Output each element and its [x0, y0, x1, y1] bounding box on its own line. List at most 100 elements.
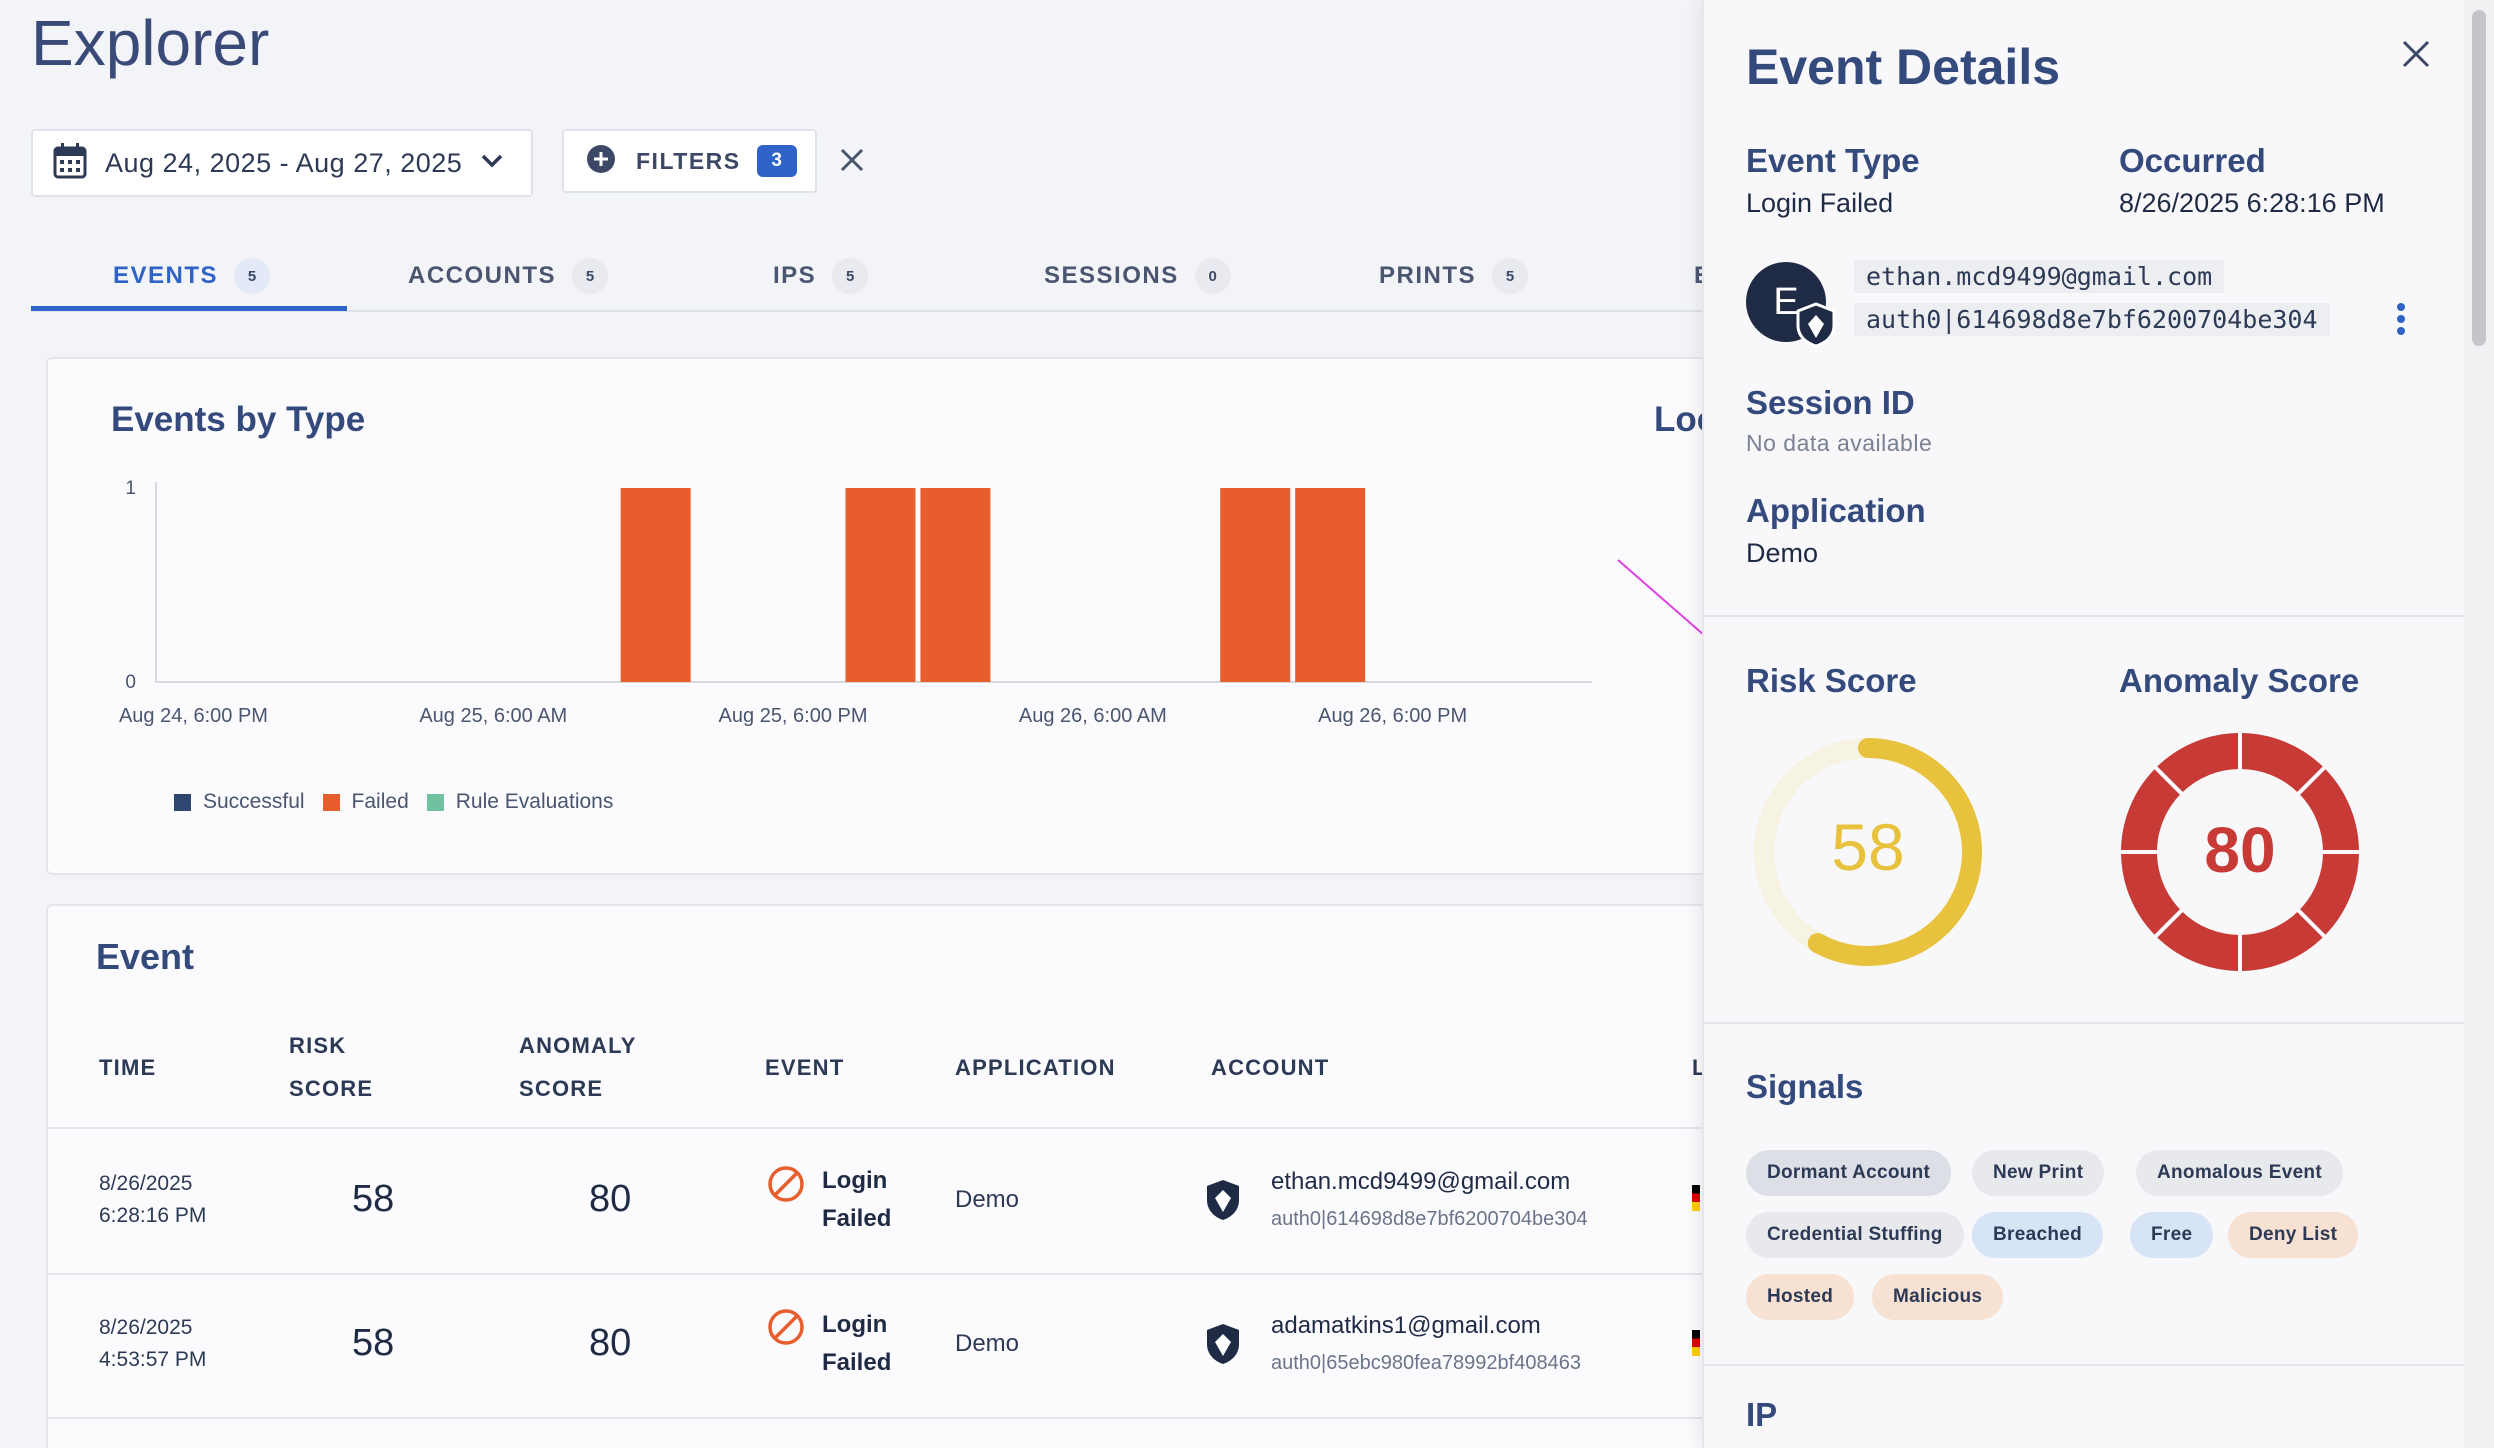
column-header-anomaly-score[interactable]: ANOMALY SCORE	[519, 1024, 637, 1110]
tab-label: E	[1694, 262, 1702, 290]
account-email[interactable]: ethan.mcd9499@gmail.com	[1271, 1168, 1571, 1195]
occurred-label: Occurred	[2119, 142, 2266, 179]
x-tick-label: Aug 26, 6:00 AM	[1019, 705, 1167, 727]
legend-item-successful[interactable]: Successful	[174, 790, 305, 814]
tab-count: 5	[234, 258, 271, 294]
anomaly-score-label: Anomaly Score	[2119, 662, 2360, 699]
event-cell: Login Failed	[822, 1162, 891, 1238]
x-tick-label: Aug 25, 6:00 AM	[419, 705, 567, 727]
event-line: Failed	[822, 1205, 892, 1232]
tab-more[interactable]: E	[1694, 240, 1702, 312]
header-line: ANOMALY	[519, 1033, 637, 1058]
active-tab-indicator	[31, 306, 347, 311]
x-tick-label: Aug 26, 6:00 PM	[1318, 705, 1467, 727]
bar-failed	[845, 488, 916, 682]
tab-count: 5	[1492, 258, 1529, 294]
signal-chip[interactable]: Malicious	[1872, 1274, 2004, 1320]
legend-label: Failed	[351, 790, 409, 813]
signal-chip[interactable]: Breached	[1972, 1212, 2103, 1258]
tab-sessions[interactable]: SESSIONS 0	[1044, 240, 1231, 312]
tab-ips[interactable]: IPS 5	[773, 240, 869, 312]
risk-score-cell: 58	[352, 1322, 395, 1364]
page-title: Explorer	[31, 7, 270, 79]
panel-title: Event Details	[1746, 39, 2061, 95]
signals-label: Signals	[1746, 1068, 1864, 1105]
row-divider	[46, 1127, 1702, 1129]
legend-item-rule-evaluations[interactable]: Rule Evaluations	[426, 790, 614, 814]
column-header-location[interactable]: L	[1692, 1055, 1702, 1080]
date-range-picker[interactable]: Aug 24, 2025 - Aug 27, 2025	[31, 129, 533, 197]
account-id: auth0|614698d8e7bf6200704be304	[1271, 1208, 1588, 1230]
bar-failed	[1295, 488, 1366, 682]
blocked-icon	[767, 1165, 805, 1208]
account-email[interactable]: adamatkins1@gmail.com	[1271, 1312, 1541, 1339]
column-header-event[interactable]: EVENT	[765, 1055, 845, 1080]
anomaly-score-cell: 80	[589, 1178, 632, 1220]
application-value: Demo	[1746, 538, 1819, 568]
y-tick-label: 1	[125, 478, 136, 499]
risk-score-label: Risk Score	[1746, 662, 1917, 699]
row-date: 8/26/2025	[99, 1316, 193, 1339]
filters-label: FILTERS	[636, 147, 741, 174]
tab-count: 5	[572, 258, 608, 294]
signal-chip[interactable]: Dormant Account	[1746, 1150, 1952, 1196]
event-line: Failed	[822, 1349, 892, 1376]
close-icon[interactable]	[2400, 38, 2432, 75]
legend-item-failed[interactable]: Failed	[322, 790, 409, 814]
x-tick-label: Aug 25, 6:00 PM	[719, 705, 868, 727]
tab-prints[interactable]: PRINTS 5	[1379, 240, 1529, 312]
clear-filters-icon[interactable]	[838, 146, 866, 179]
header-line: RISK	[289, 1033, 347, 1058]
event-details-panel: Event Details Event Type Login Failed Oc…	[1702, 0, 2464, 1448]
events-by-type-chart: 0 1 Aug 24, 6:00 PM Aug 25, 6:00 AM Aug 25, …	[119, 478, 1592, 727]
signal-chip[interactable]: Credential Stuffing	[1746, 1212, 1964, 1258]
risk-score-arc	[1754, 738, 1982, 966]
risk-score-value: 58	[1831, 810, 1904, 884]
account-id[interactable]: auth0|614698d8e7bf6200704be304	[1854, 303, 2330, 336]
column-header-application[interactable]: APPLICATION	[955, 1055, 1116, 1080]
ip-label: IP	[1746, 1396, 1778, 1433]
legend-swatch	[426, 793, 444, 811]
signal-chip[interactable]: Anomalous Event	[2136, 1150, 2343, 1196]
event-table-title: Event	[96, 936, 195, 977]
section-divider	[1704, 615, 2464, 617]
column-header-account[interactable]: ACCOUNT	[1211, 1055, 1330, 1080]
legend-label: Rule Evaluations	[455, 790, 614, 813]
panel-scrollbar[interactable]	[2464, 0, 2494, 1448]
add-filter-icon	[586, 144, 616, 179]
tab-label: SESSIONS	[1044, 262, 1179, 289]
column-header-risk-score[interactable]: RISK SCORE	[289, 1024, 373, 1110]
signal-chip[interactable]: New Print	[1972, 1150, 2105, 1196]
calendar-icon	[53, 142, 87, 184]
row-divider	[46, 1417, 1702, 1419]
filters-button[interactable]: FILTERS 3	[562, 129, 817, 193]
avatar: E	[1746, 262, 1826, 342]
bar-failed	[1220, 488, 1291, 682]
event-type-label: Event Type	[1746, 142, 1920, 179]
country-flag-icon	[1692, 1185, 1700, 1211]
shield-icon	[1205, 1322, 1241, 1371]
row-date: 8/26/2025	[99, 1172, 193, 1195]
row-time: 6:28:16 PM	[99, 1204, 207, 1227]
tab-events[interactable]: EVENTS 5	[113, 240, 271, 312]
scrollbar-thumb[interactable]	[2472, 10, 2486, 346]
main-content: Explorer Aug 24, 2025 - Aug 27, 2025 FIL…	[31, 7, 1702, 1448]
account-email[interactable]: ethan.mcd9499@gmail.com	[1854, 260, 2225, 293]
signal-chip[interactable]: Hosted	[1746, 1274, 1855, 1320]
more-options-icon[interactable]	[2396, 302, 2406, 341]
account-id: auth0|65ebc980fea78992bf408463	[1271, 1352, 1581, 1374]
application-cell: Demo	[955, 1186, 1020, 1213]
legend-swatch	[322, 793, 340, 811]
signal-chip[interactable]: Free	[2130, 1212, 2214, 1258]
anomaly-score-cell: 80	[589, 1322, 632, 1364]
event-line: Login	[822, 1167, 888, 1194]
column-header-time[interactable]: TIME	[99, 1055, 157, 1080]
header-line: SCORE	[519, 1076, 604, 1101]
signal-chip[interactable]: Deny List	[2228, 1212, 2359, 1258]
blocked-icon	[767, 1308, 805, 1351]
explorer-tabs: EVENTS 5 ACCOUNTS 5 IPS 5 SESSIONS 0 PRINTS 5…	[31, 240, 1702, 312]
session-id-label: Session ID	[1746, 384, 1915, 421]
tab-accounts[interactable]: ACCOUNTS 5	[408, 240, 608, 312]
event-type-value: Login Failed	[1746, 188, 1894, 218]
time-cell: 8/26/2025 6:28:16 PM	[99, 1168, 206, 1232]
